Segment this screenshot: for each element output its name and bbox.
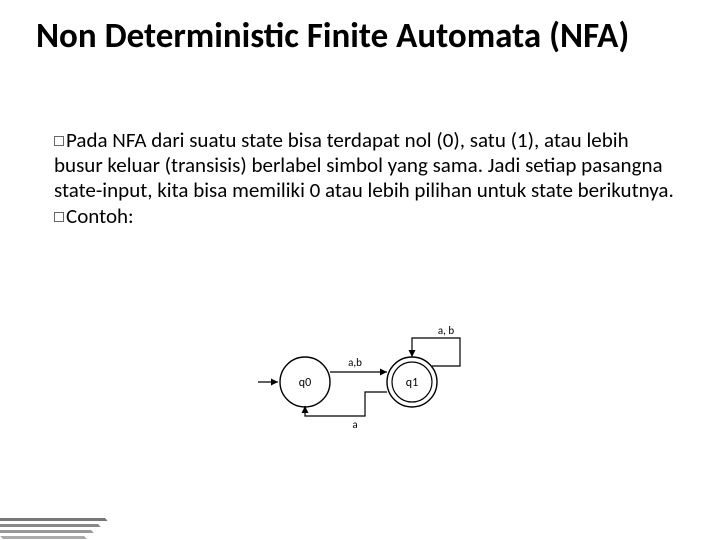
slide-title: Non Deterministic Finite Automata (NFA) bbox=[36, 18, 686, 55]
decor-stripes bbox=[0, 500, 140, 540]
bullet-marker bbox=[54, 212, 64, 222]
edge-q0-q1-label: a,b bbox=[348, 356, 362, 369]
decor-stripe bbox=[0, 518, 108, 521]
decor-stripe bbox=[0, 530, 94, 533]
nfa-diagram: q0 q1 a,b a a, b bbox=[250, 320, 490, 440]
bullet-marker bbox=[54, 136, 64, 146]
edge-q1-q1-label: a, b bbox=[438, 324, 455, 337]
bullet-text: Contoh: bbox=[66, 203, 134, 229]
state-q0-label: q0 bbox=[299, 376, 311, 390]
decor-stripe bbox=[0, 524, 101, 527]
bullet-item: Contoh: bbox=[54, 204, 674, 229]
bullet-item: Pada NFA dari suatu state bisa terdapat … bbox=[54, 128, 674, 202]
decor-stripe bbox=[0, 536, 87, 539]
edge-q1-q0-label: a bbox=[352, 418, 357, 431]
edge-q1-q1 bbox=[412, 338, 460, 366]
bullet-text: Pada NFA dari suatu state bisa terdapat … bbox=[54, 127, 674, 203]
body-text: Pada NFA dari suatu state bisa terdapat … bbox=[54, 128, 674, 231]
state-q1-label: q1 bbox=[406, 376, 418, 390]
